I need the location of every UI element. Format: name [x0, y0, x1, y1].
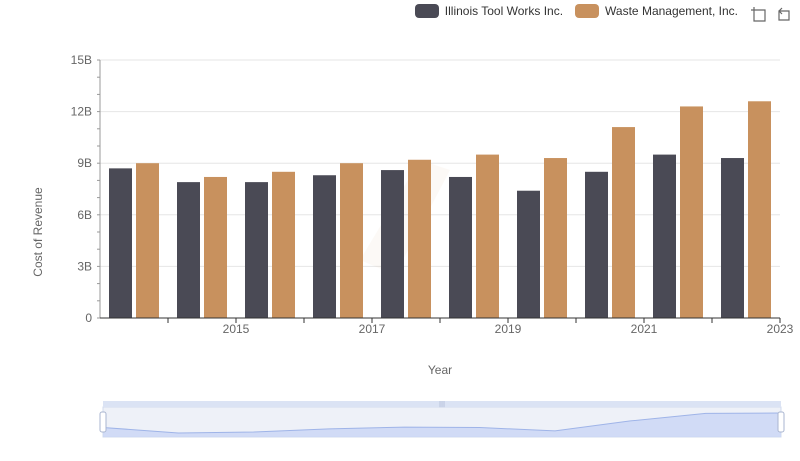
toolbox [750, 6, 792, 22]
datazoom-grip-icon[interactable]: ||| [439, 401, 445, 408]
watermark [360, 160, 450, 275]
bar-illinois-tool-works-2014 [109, 168, 132, 318]
bar-waste-management-2018 [408, 159, 431, 318]
legend-item-waste-management[interactable]: Waste Management, Inc. [575, 4, 738, 18]
datazoom-handle-left[interactable] [99, 411, 107, 433]
bar-waste-management-2023 [748, 101, 771, 318]
bars [109, 101, 771, 318]
axes [97, 59, 781, 323]
x-axis-label: Year [427, 363, 453, 377]
bar-waste-management-2017 [340, 163, 363, 318]
legend-label-waste-management: Waste Management, Inc. [605, 4, 738, 18]
zoom-icon[interactable] [750, 6, 766, 22]
bar-illinois-tool-works-2018 [381, 170, 404, 318]
legend-label-illinois-tool-works: Illinois Tool Works Inc. [444, 4, 564, 18]
datazoom-preview-line [102, 412, 782, 434]
y-tick-label: 6B [77, 208, 92, 222]
datazoom-handle-right[interactable] [777, 411, 785, 433]
bar-illinois-tool-works-2016 [245, 182, 268, 318]
x-tick-label-2017: 2017 [359, 322, 386, 336]
bar-waste-management-2014 [136, 163, 159, 318]
bar-waste-management-2019 [476, 154, 499, 318]
bar-illinois-tool-works-2023 [721, 158, 744, 318]
legend-swatch-illinois-tool-works [414, 4, 439, 18]
datazoom-slider: ||| [99, 401, 785, 438]
y-axis-label: Cost of Revenue [31, 187, 45, 277]
y-tick-label: 0 [85, 311, 92, 325]
bar-illinois-tool-works-2021 [585, 171, 608, 318]
x-tick-label-2015: 2015 [223, 322, 250, 336]
legend: Illinois Tool Works Inc. Waste Managemen… [414, 4, 738, 18]
bar-illinois-tool-works-2017 [313, 175, 336, 318]
bar-waste-management-2022 [680, 106, 703, 318]
x-tick-label-2021: 2021 [631, 322, 658, 336]
x-tick-label-2019: 2019 [495, 322, 522, 336]
grid [100, 59, 780, 267]
y-tick-label: 12B [71, 105, 92, 119]
ticks: 0 3B 6B 9B 12B 15B 2015 2017 2019 2021 2023 [71, 53, 794, 336]
datazoom-preview-area [103, 413, 781, 437]
y-tick-label: 9B [77, 156, 92, 170]
bar-illinois-tool-works-2022 [653, 154, 676, 318]
bar-waste-management-2020 [544, 158, 567, 318]
bar-illinois-tool-works-2015 [177, 182, 200, 318]
datazoom-top-bar [103, 401, 781, 407]
x-tick-label-2023: 2023 [767, 322, 794, 336]
restore-icon[interactable] [776, 6, 792, 22]
bar-waste-management-2015 [204, 176, 227, 318]
y-tick-label: 15B [71, 53, 92, 67]
bar-illinois-tool-works-2020 [517, 190, 540, 318]
bar-waste-management-2016 [272, 171, 295, 318]
legend-item-illinois-tool-works[interactable]: Illinois Tool Works Inc. [414, 4, 564, 18]
bar-waste-management-2021 [612, 127, 635, 318]
bar-illinois-tool-works-2019 [449, 176, 472, 318]
y-tick-label: 3B [77, 259, 92, 273]
legend-swatch-waste-management [575, 4, 600, 18]
